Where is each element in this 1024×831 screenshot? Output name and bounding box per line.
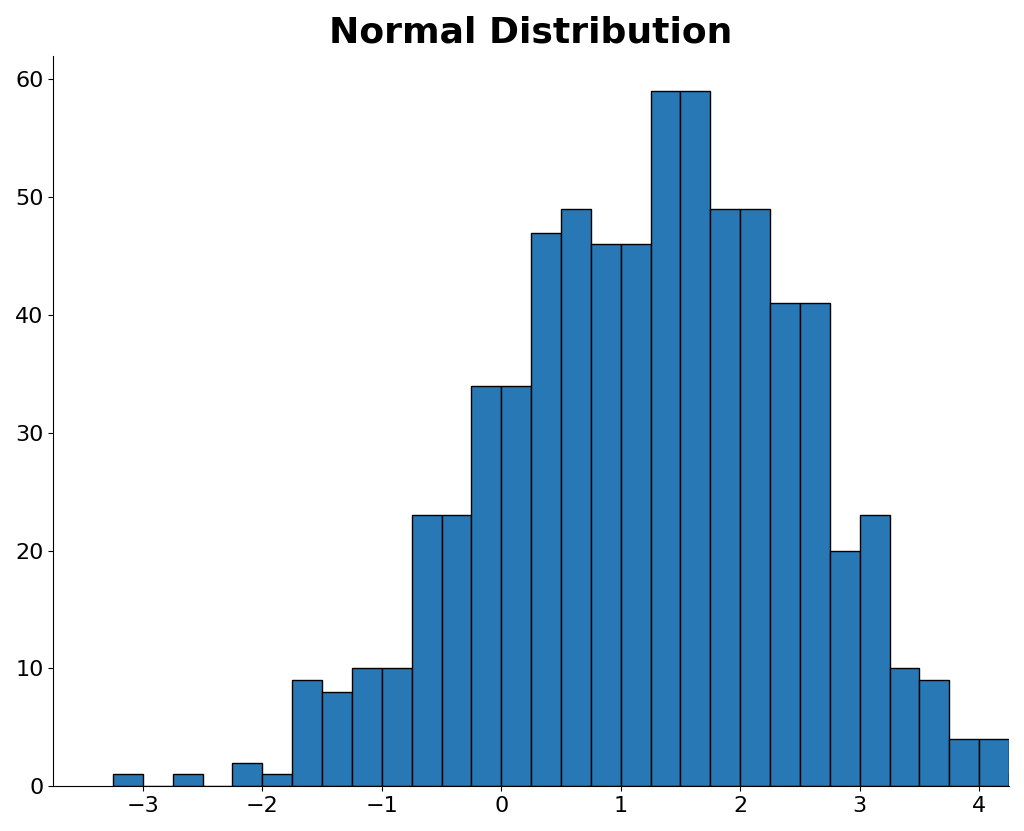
Bar: [920, 681, 949, 786]
Bar: [979, 739, 1009, 786]
Bar: [232, 763, 262, 786]
Bar: [412, 515, 441, 786]
Bar: [382, 668, 412, 786]
Title: Normal Distribution: Normal Distribution: [330, 15, 733, 49]
Bar: [113, 774, 142, 786]
Bar: [770, 303, 800, 786]
Bar: [262, 774, 292, 786]
Bar: [800, 303, 829, 786]
Bar: [531, 233, 561, 786]
Bar: [471, 386, 501, 786]
Bar: [591, 244, 621, 786]
Bar: [441, 515, 471, 786]
Bar: [650, 91, 681, 786]
Bar: [1009, 774, 1024, 786]
Bar: [322, 692, 352, 786]
Bar: [711, 209, 740, 786]
Bar: [561, 209, 591, 786]
Bar: [890, 668, 920, 786]
Bar: [949, 739, 979, 786]
Bar: [352, 668, 382, 786]
Bar: [740, 209, 770, 786]
Bar: [292, 681, 322, 786]
Bar: [173, 774, 203, 786]
Bar: [681, 91, 711, 786]
Bar: [501, 386, 531, 786]
Bar: [829, 551, 860, 786]
Bar: [621, 244, 650, 786]
Bar: [860, 515, 890, 786]
